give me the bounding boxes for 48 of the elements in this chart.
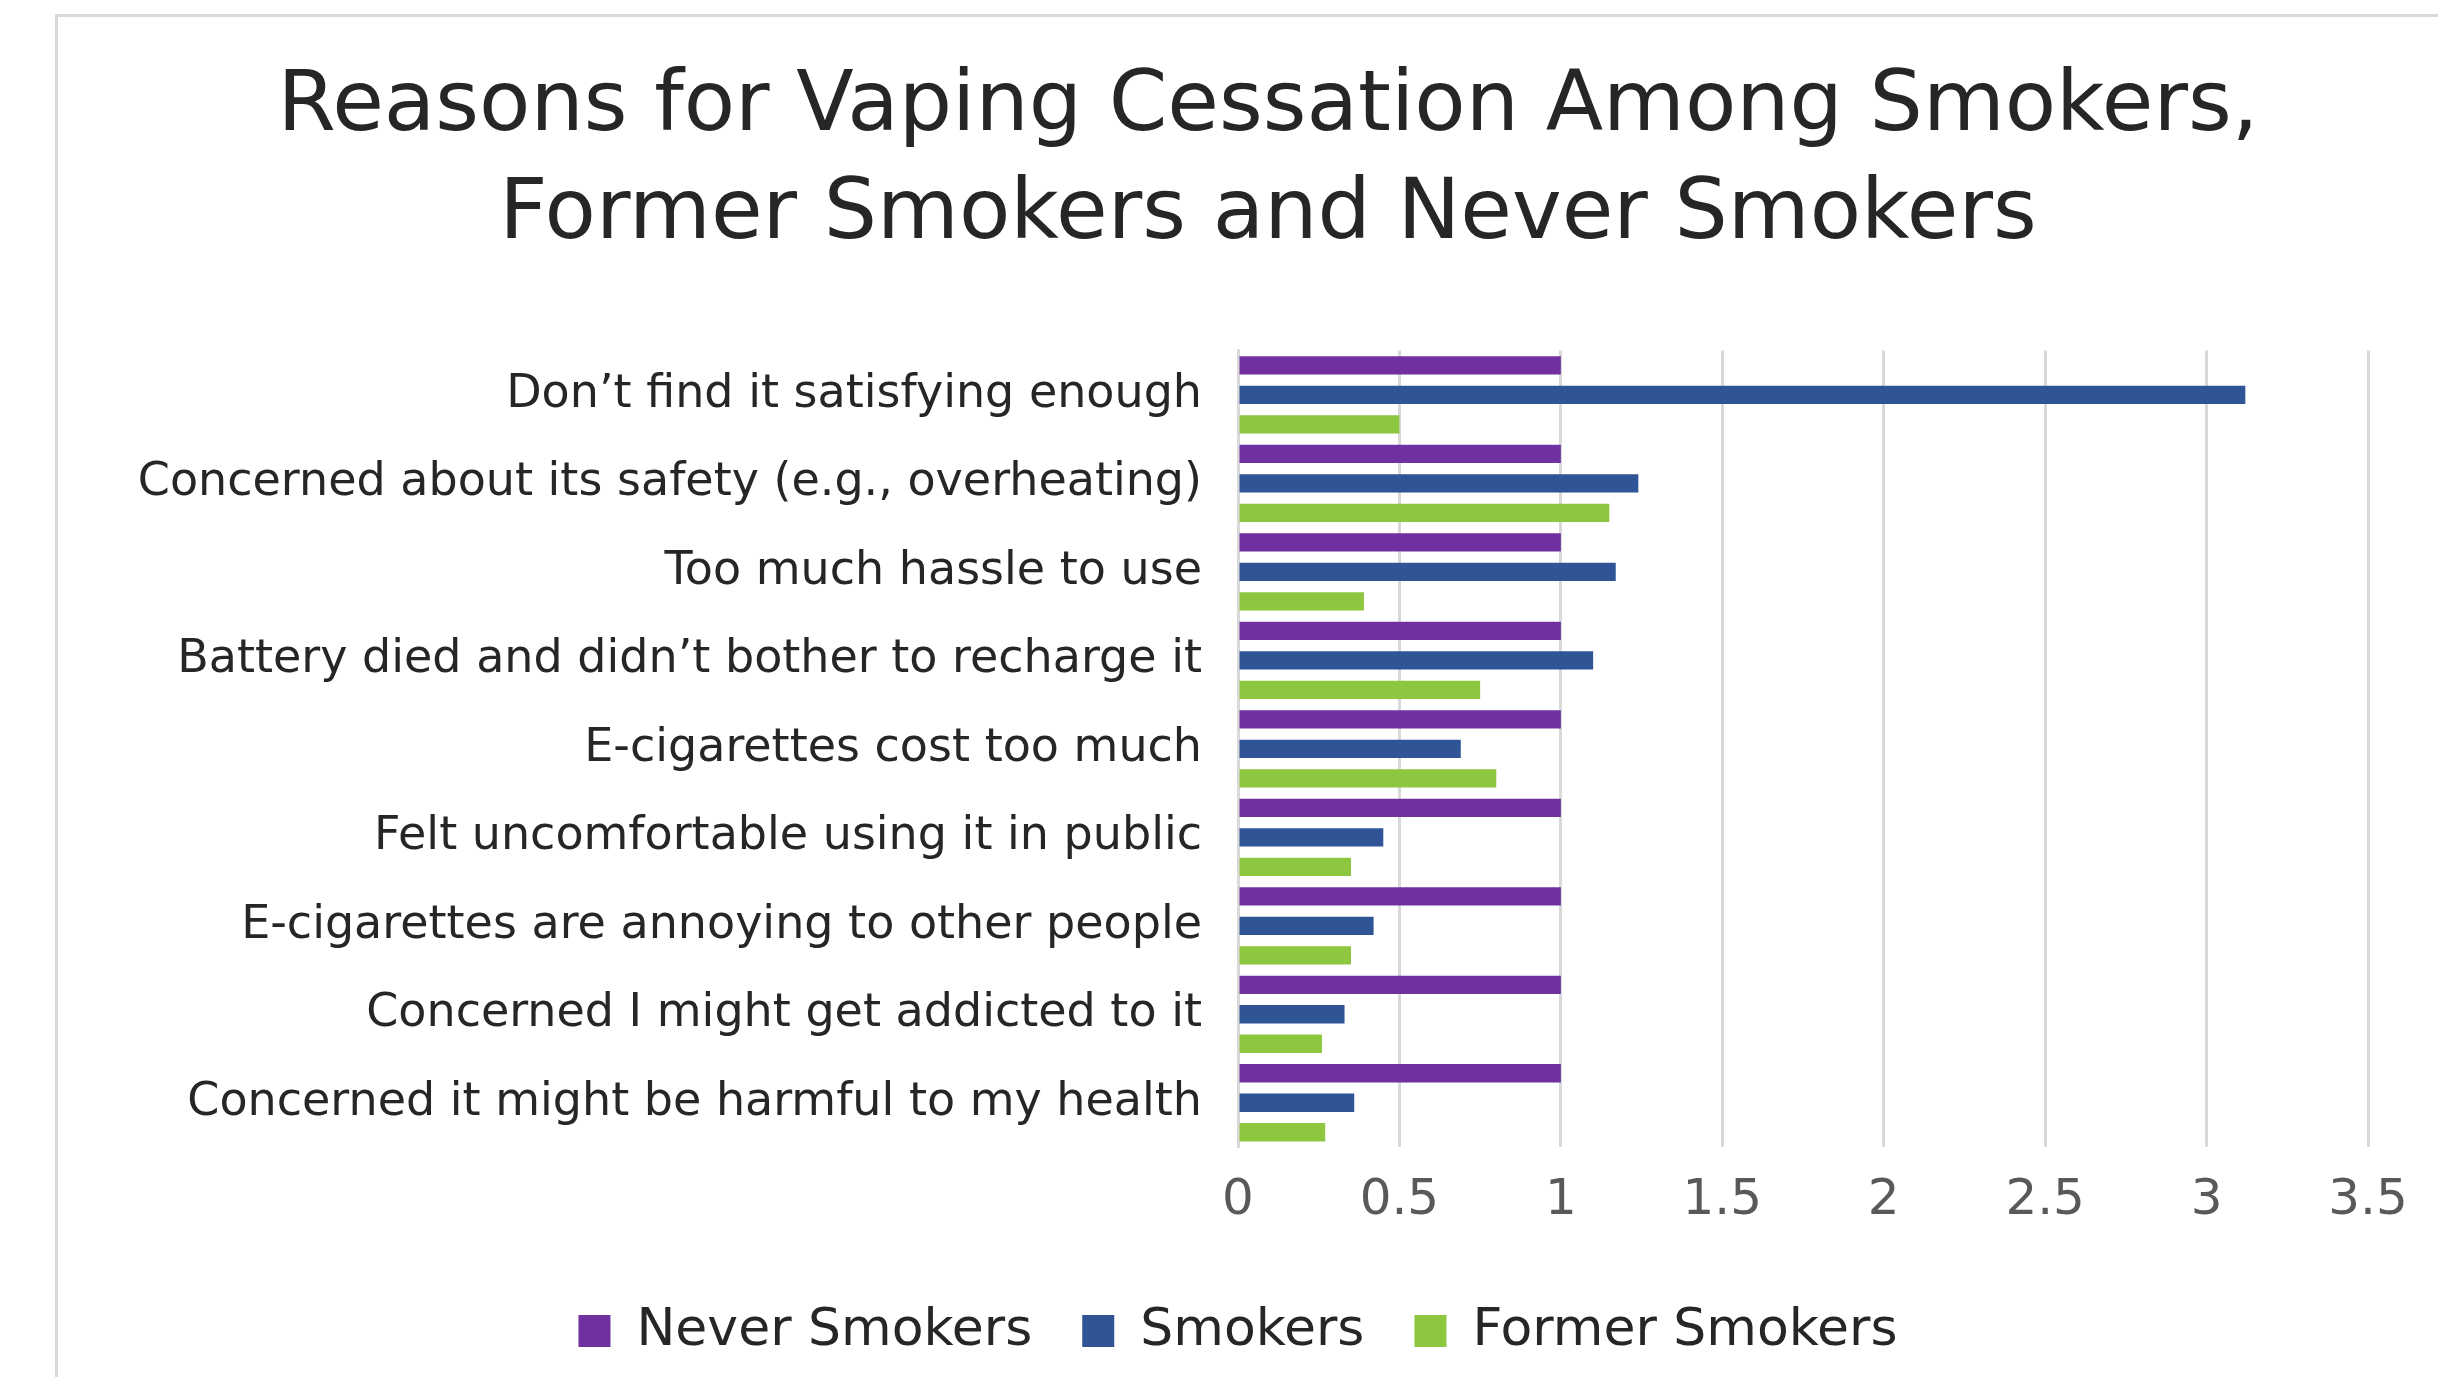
bar — [1239, 1064, 1561, 1083]
legend-label: Smokers — [1140, 1296, 1365, 1357]
bar — [1239, 710, 1561, 729]
legend-label: Never Smokers — [636, 1296, 1033, 1357]
y-tick-label: Concerned about its safety (e.g., overheating) — [137, 452, 1202, 507]
y-tick-label: Concerned I might get addicted to it — [366, 983, 1202, 1038]
chart-title: Reasons for Vaping Cessation Among Smokers, Former Smokers and Never Smokers — [276, 51, 2260, 260]
bar — [1239, 798, 1561, 817]
bar — [1239, 415, 1400, 434]
x-tick-label: 2 — [1867, 1167, 1900, 1226]
x-tick-label: 2.5 — [2005, 1167, 2085, 1226]
bar — [1239, 356, 1561, 375]
bar — [1239, 385, 2246, 404]
y-tick-label: Concerned it might be harmful to my health — [187, 1071, 1202, 1126]
bar — [1239, 592, 1364, 611]
y-tick-label: Battery died and didn’t bother to recharge it — [177, 629, 1202, 684]
bar — [1239, 1005, 1345, 1024]
bar — [1239, 916, 1374, 935]
bar — [1239, 975, 1561, 994]
x-tick-label: 3 — [2190, 1167, 2223, 1226]
x-tick-label: 0 — [1222, 1167, 1254, 1226]
bar — [1239, 444, 1561, 463]
bar — [1239, 621, 1561, 640]
bar — [1239, 474, 1639, 493]
bar — [1239, 887, 1561, 906]
bar — [1239, 857, 1351, 876]
bar — [1239, 562, 1616, 581]
y-tick-label: Too much hassle to use — [663, 540, 1202, 595]
bar — [1239, 828, 1384, 847]
x-tick-label: 3.5 — [2328, 1167, 2408, 1226]
bar — [1239, 1034, 1322, 1053]
y-tick-label: Felt uncomfortable using it in public — [374, 806, 1202, 861]
bar — [1239, 769, 1497, 788]
bar — [1239, 503, 1610, 522]
bar — [1239, 651, 1594, 670]
x-tick-label: 1 — [1544, 1167, 1577, 1226]
bar — [1239, 680, 1481, 699]
x-tick-label: 0.5 — [1359, 1167, 1440, 1226]
bar — [1239, 946, 1351, 965]
bar — [1239, 533, 1561, 552]
y-tick-label: Don’t find it satisfying enough — [506, 363, 1202, 418]
bar — [1239, 1093, 1355, 1112]
y-tick-label: E-cigarettes are annoying to other people — [241, 894, 1202, 949]
legend-label: Former Smokers — [1472, 1296, 1898, 1357]
y-tick-label: E-cigarettes cost too much — [584, 717, 1202, 772]
bar — [1239, 1123, 1326, 1142]
x-tick-label: 1.5 — [1682, 1167, 1763, 1226]
bar — [1239, 739, 1461, 758]
